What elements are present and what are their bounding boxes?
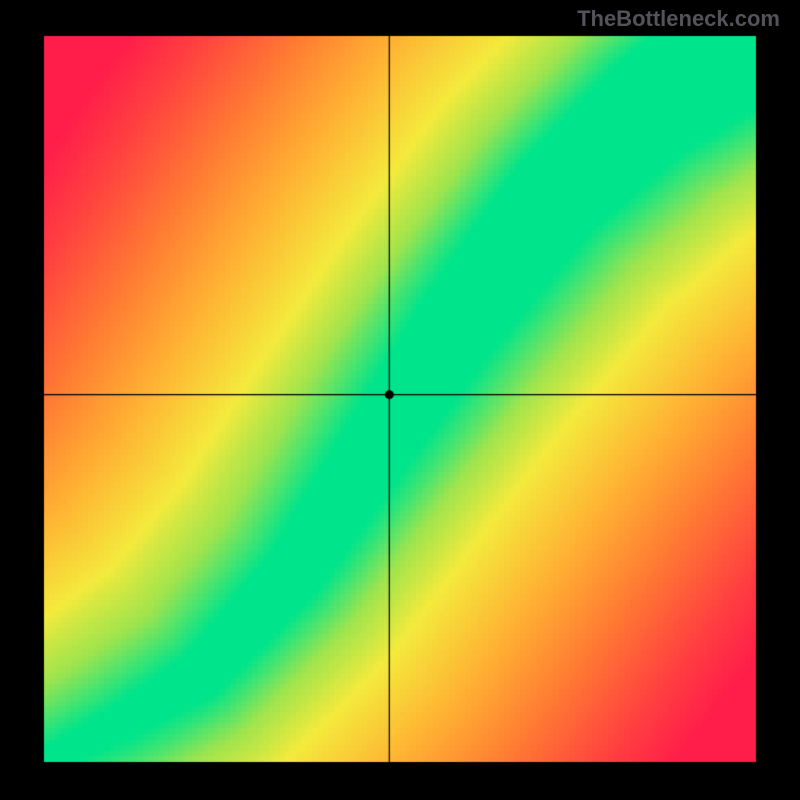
chart-container: { "watermark": { "text": "TheBottleneck.… [0,0,800,800]
watermark-text: TheBottleneck.com [577,6,780,32]
heatmap-canvas [0,0,800,800]
